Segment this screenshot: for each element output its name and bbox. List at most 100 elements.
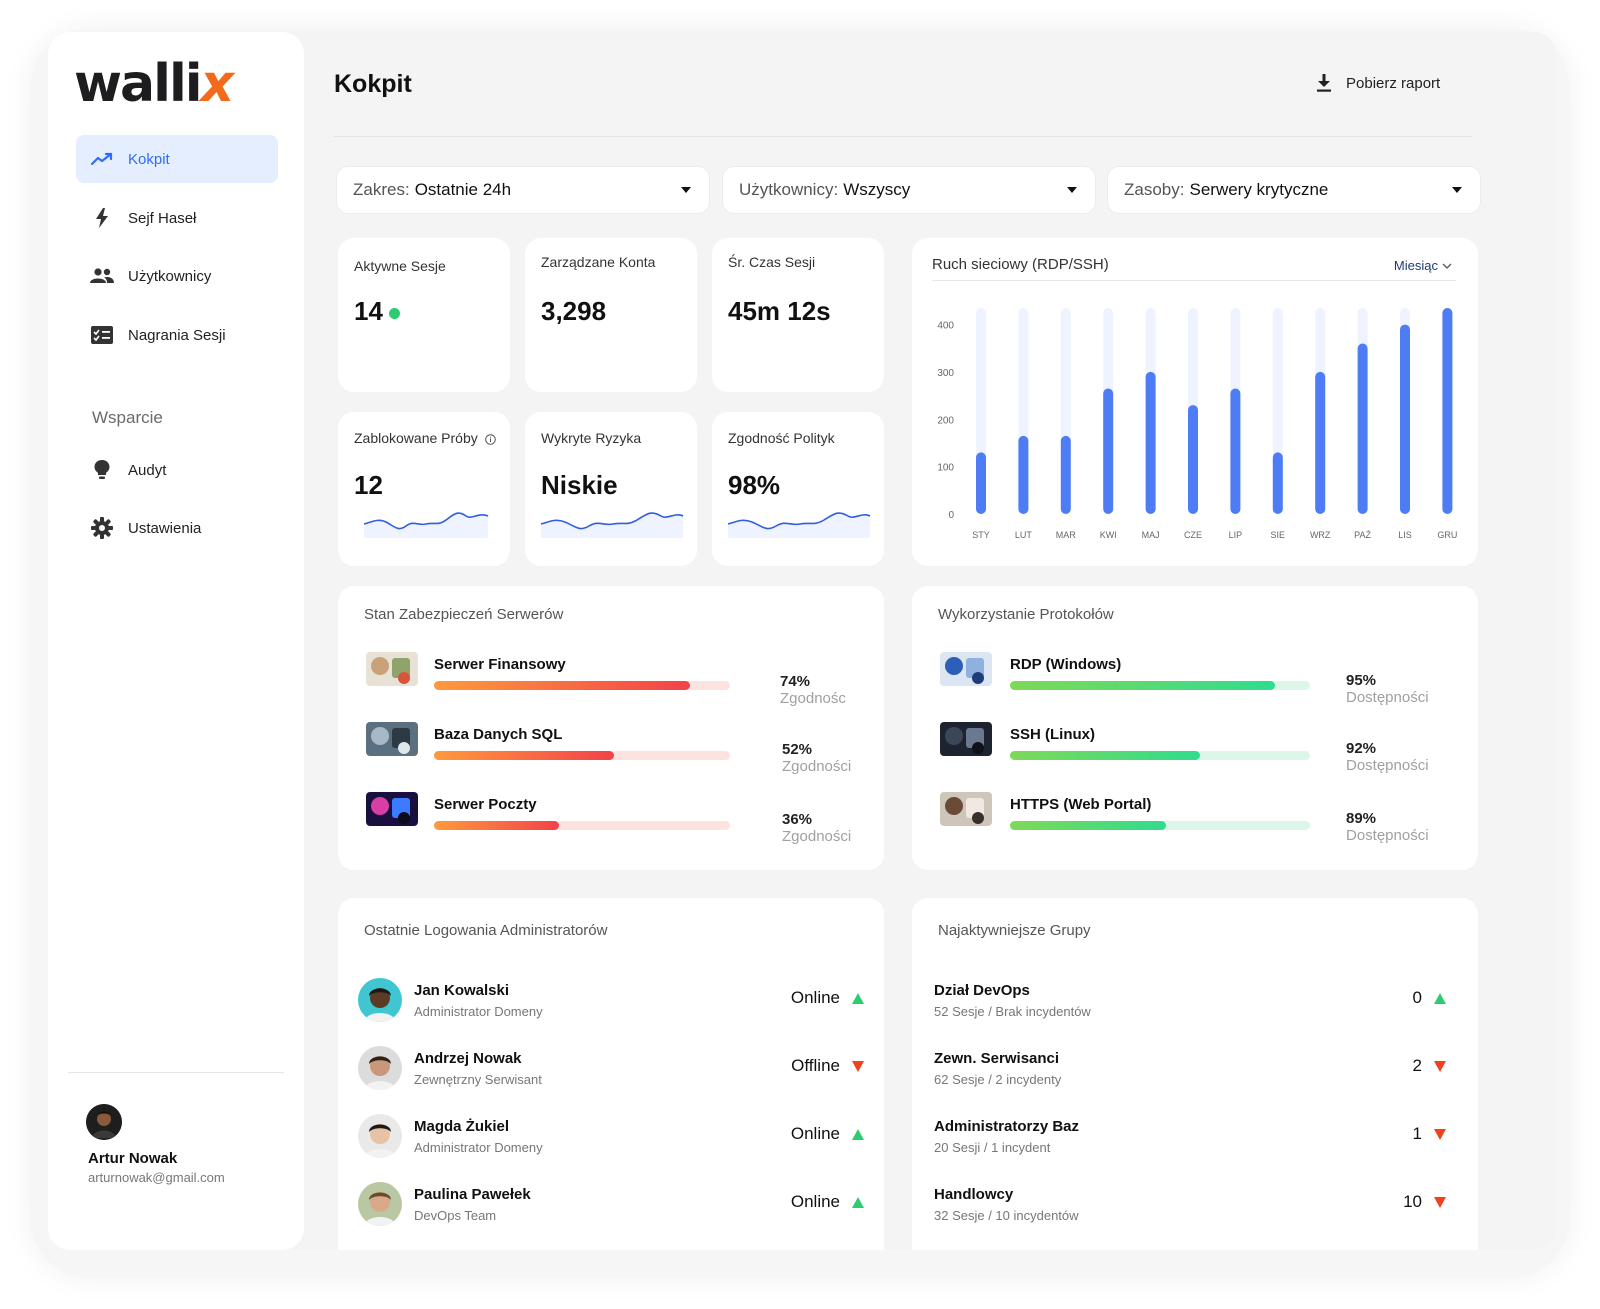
trending-up-icon bbox=[76, 152, 128, 166]
lightbulb-icon bbox=[76, 460, 128, 480]
group-row[interactable]: Administratorzy Baz 20 Sesji / 1 incyden… bbox=[932, 1114, 1446, 1164]
status-badge: Online bbox=[791, 988, 864, 1008]
stat-card-compliance[interactable]: Zgodność Polityk 98% bbox=[712, 412, 884, 566]
bar-kwi[interactable] bbox=[1103, 388, 1114, 514]
period-dropdown[interactable]: Miesiąc bbox=[1394, 258, 1452, 273]
traffic-bar-chart: 0 100 200 300 400 STY LUT MAR KWI MAJ CZE LIP SIE WRZ… bbox=[937, 308, 1457, 540]
compliance-percent: 52% bbox=[782, 741, 813, 758]
stat-card-avg-session[interactable]: Śr. Czas Sesji 45m 12s bbox=[712, 238, 884, 392]
availability-percent: 95% bbox=[1346, 672, 1377, 689]
sidebar-item-label: Ustawienia bbox=[128, 519, 202, 537]
availability-fill bbox=[1010, 681, 1275, 690]
sidebar-item-uzytkownicy[interactable]: Użytkownicy bbox=[76, 252, 278, 300]
stat-value-wrapper: 14 bbox=[354, 296, 400, 327]
admin-name: Andrzej Nowak bbox=[414, 1050, 522, 1067]
stat-value: Niskie bbox=[541, 470, 618, 500]
bar-lip[interactable] bbox=[1230, 388, 1241, 514]
incident-count: 0 bbox=[1413, 988, 1446, 1008]
bar-sty[interactable] bbox=[976, 452, 986, 514]
compliance-unit: Zgodnośc bbox=[780, 690, 846, 707]
download-report-button[interactable]: Pobierz raport bbox=[1316, 74, 1440, 92]
sidebar-item-label: Audyt bbox=[128, 461, 167, 479]
lightning-icon bbox=[76, 208, 128, 228]
bar-maj[interactable] bbox=[1145, 371, 1156, 514]
login-row[interactable]: Paulina Pawełek DevOps Team Online bbox=[358, 1182, 864, 1232]
group-row[interactable]: Handlowcy 32 Sesje / 10 incydentów 10 bbox=[932, 1182, 1446, 1232]
caret-down-icon bbox=[1067, 187, 1077, 193]
incident-count-value: 0 bbox=[1412, 988, 1422, 1007]
filter-value: Wszyscy bbox=[843, 180, 911, 199]
sidebar-item-ustawienia[interactable]: Ustawienia bbox=[76, 504, 278, 552]
triangle-down-icon bbox=[1434, 1060, 1446, 1072]
incident-count: 1 bbox=[1413, 1124, 1446, 1144]
group-row[interactable]: Dział DevOps 52 Sesje / Brak incydentów … bbox=[932, 978, 1446, 1028]
security-row[interactable]: Baza Danych SQL 52% Zgodności bbox=[366, 722, 866, 775]
filter-users[interactable]: Użytkownicy: Wszyscy bbox=[722, 166, 1096, 214]
compliance-track bbox=[434, 751, 730, 760]
stat-card-managed-accounts[interactable]: Zarządzane Konta 3,298 bbox=[525, 238, 697, 392]
sidebar-item-nagrania-sesji[interactable]: Nagrania Sesji bbox=[76, 311, 278, 359]
group-sessions: 32 Sesje / 10 incydentów bbox=[934, 1208, 1079, 1223]
wallix-logo[interactable]: wallix bbox=[74, 54, 235, 114]
triangle-down-icon bbox=[852, 1060, 864, 1072]
checklist-icon bbox=[76, 326, 128, 344]
protocol-name: HTTPS (Web Portal) bbox=[1010, 796, 1152, 813]
protocol-row[interactable]: SSH (Linux) 92% Dostępności bbox=[940, 722, 1440, 774]
sidebar-item-kokpit[interactable]: Kokpit bbox=[76, 135, 278, 183]
y-tick-label: 300 bbox=[937, 368, 954, 379]
y-tick-label: 100 bbox=[937, 463, 954, 474]
filter-range[interactable]: Zakres: Ostatnie 24h bbox=[336, 166, 710, 214]
security-row[interactable]: Serwer Poczty 36% Zgodności bbox=[366, 792, 866, 845]
x-tick-label: MAR bbox=[1056, 530, 1077, 540]
protocol-row[interactable]: RDP (Windows) 95% Dostępności bbox=[940, 652, 1440, 706]
triangle-down-icon bbox=[1434, 1128, 1446, 1140]
group-name: Administratorzy Baz bbox=[934, 1118, 1080, 1135]
bar-lut[interactable] bbox=[1018, 435, 1029, 514]
bar-gru[interactable] bbox=[1442, 308, 1453, 514]
protocol-thumbnail bbox=[940, 722, 992, 756]
compliance-unit: Zgodności bbox=[782, 828, 852, 845]
status-label: Offline bbox=[791, 1056, 840, 1075]
stat-card-blocked[interactable]: Zablokowane Próby 12 bbox=[338, 412, 510, 566]
login-row[interactable]: Jan Kowalski Administrator Domeny Online bbox=[358, 978, 864, 1028]
stat-label: Zarządzane Konta bbox=[541, 254, 656, 270]
stat-card-active-sessions[interactable]: Aktywne Sesje 14 bbox=[338, 238, 510, 392]
filter-label: Zakres: bbox=[353, 180, 410, 199]
stat-card-risks[interactable]: Wykryte Ryzyka Niskie bbox=[525, 412, 697, 566]
security-row[interactable]: Serwer Finansowy 74% Zgodnośc bbox=[366, 652, 866, 707]
stat-label: Śr. Czas Sesji bbox=[728, 254, 816, 270]
x-tick-label: PAŹ bbox=[1354, 530, 1371, 540]
sidebar-item-audyt[interactable]: Audyt bbox=[76, 446, 278, 494]
login-row[interactable]: Magda Żukiel Administrator Domeny Online bbox=[358, 1114, 864, 1164]
availability-percent: 89% bbox=[1346, 810, 1377, 827]
logo-accent: x bbox=[200, 54, 235, 114]
status-label: Online bbox=[790, 988, 840, 1007]
server-thumbnail bbox=[366, 722, 418, 756]
bar-wrz[interactable] bbox=[1315, 371, 1326, 514]
protocol-row[interactable]: HTTPS (Web Portal) 89% Dostępności bbox=[940, 792, 1440, 844]
bar-sie[interactable] bbox=[1272, 452, 1283, 514]
server-thumbnail bbox=[366, 792, 418, 826]
stat-label: Zablokowane Próby bbox=[354, 430, 478, 446]
x-tick-label: LUT bbox=[1015, 530, 1033, 540]
bar-mar[interactable] bbox=[1060, 435, 1071, 514]
group-row[interactable]: Zewn. Serwisanci 62 Sesje / 2 incydenty … bbox=[932, 1046, 1446, 1096]
login-row[interactable]: Andrzej Nowak Zewnętrzny Serwisant Offli… bbox=[358, 1046, 864, 1096]
info-icon[interactable] bbox=[484, 433, 496, 445]
sidebar-item-sejf-hasel[interactable]: Sejf Haseł bbox=[76, 194, 278, 242]
app-window: wallix Kokpit Sejf Haseł Użytkownicy Nag… bbox=[48, 32, 1556, 1250]
status-badge: Offline bbox=[791, 1056, 864, 1076]
compliance-fill bbox=[434, 751, 614, 760]
bar-cze[interactable] bbox=[1188, 405, 1198, 514]
compliance-fill bbox=[434, 681, 691, 690]
admin-name: Magda Żukiel bbox=[414, 1118, 510, 1135]
avatar[interactable] bbox=[86, 1104, 122, 1140]
bar-paź[interactable] bbox=[1357, 343, 1368, 514]
admin-role: Administrator Domeny bbox=[414, 1140, 543, 1155]
filter-resources[interactable]: Zasoby: Serwery krytyczne bbox=[1107, 166, 1481, 214]
bar-lis[interactable] bbox=[1400, 324, 1410, 514]
availability-track bbox=[1010, 821, 1310, 830]
x-tick-label: KWI bbox=[1100, 530, 1117, 540]
sidebar: wallix Kokpit Sejf Haseł Użytkownicy Nag… bbox=[48, 32, 304, 1250]
admin-avatar bbox=[358, 978, 402, 1022]
